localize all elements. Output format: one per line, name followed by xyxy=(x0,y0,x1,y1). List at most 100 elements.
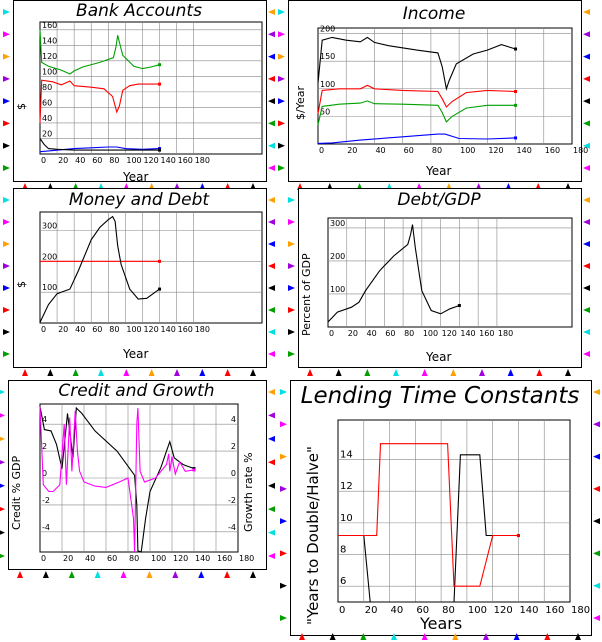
edge-marker xyxy=(3,98,10,105)
edge-marker xyxy=(278,75,285,82)
x-tick-label: 0 xyxy=(319,146,324,155)
x-tick-label: 80 xyxy=(432,146,442,155)
edge-marker xyxy=(391,633,397,640)
edge-marker xyxy=(452,633,459,640)
edge-marker xyxy=(364,369,371,376)
edge-marker xyxy=(148,369,155,376)
money-title: Money and Debt xyxy=(68,190,210,210)
x-tick-label: 180 xyxy=(239,554,254,563)
y-tick-label: 40 xyxy=(42,114,52,123)
y-tick-label: 150 xyxy=(320,52,335,61)
x-tick-label: 100 xyxy=(423,329,438,338)
series-end-marker xyxy=(514,103,518,107)
edge-marker xyxy=(3,75,10,82)
series-end-marker xyxy=(514,90,518,94)
x-tick-label: 100 xyxy=(468,605,487,616)
bank-xlabel: Year xyxy=(123,170,149,184)
series-end-marker xyxy=(457,304,461,308)
edge-marker xyxy=(268,31,275,38)
edge-marker xyxy=(0,483,5,488)
edge-marker xyxy=(268,553,275,559)
edge-marker xyxy=(0,436,5,441)
plot-area xyxy=(39,21,263,155)
edge-marker xyxy=(199,369,206,376)
bank-chart: 0 20 40 60 80 100 120 140 160 1802040608010012014… xyxy=(39,21,263,165)
edge-marker xyxy=(450,369,457,376)
income-panel: Income 0 20 40 60 80 100 120 140 160 180 50 100 150 2… xyxy=(278,0,602,190)
x-tick-label: 40 xyxy=(367,329,377,338)
edge-marker xyxy=(593,485,600,492)
edge-marker xyxy=(3,329,10,335)
edge-marker xyxy=(583,307,590,313)
edge-marker xyxy=(0,553,5,559)
series-line-blue xyxy=(39,146,160,153)
edge-marker xyxy=(268,197,275,203)
income-markers xyxy=(278,9,590,190)
edge-marker xyxy=(250,369,256,376)
edge-marker xyxy=(583,219,590,225)
edge-marker xyxy=(268,435,275,442)
edge-marker xyxy=(280,518,287,525)
x-tick-label: 40 xyxy=(75,325,85,334)
x-tick-label: 120 xyxy=(143,325,158,334)
x-tick-label: 120 xyxy=(143,156,158,165)
edge-marker xyxy=(280,485,287,492)
edge-marker xyxy=(268,307,275,313)
bank-panel: Bank Accounts 0 20 40 60 80 100 120 140 160 180 20… xyxy=(2,0,275,190)
x-tick-label: 80 xyxy=(129,554,139,563)
y2-tick-label: -2 xyxy=(228,496,236,505)
edge-marker xyxy=(268,241,275,247)
series-end-marker xyxy=(514,47,518,51)
edge-marker xyxy=(268,412,275,419)
x-tick-label: 80 xyxy=(404,329,414,338)
lending-chart: 0 20 40 60 80 100 120 140 160 180 6 8 10 12 14 xyxy=(337,419,590,616)
edge-marker xyxy=(583,31,590,38)
x-tick-label: 80 xyxy=(109,325,119,334)
edge-marker xyxy=(3,142,10,149)
x-tick-label: 20 xyxy=(63,554,73,563)
series-line-black xyxy=(317,36,516,91)
edge-marker xyxy=(575,633,581,640)
series-line-red xyxy=(338,443,519,587)
y-tick-label: 160 xyxy=(42,21,57,30)
x-tick-label: 60 xyxy=(92,156,102,165)
edge-marker xyxy=(421,633,428,640)
x-tick-label: 0 xyxy=(41,554,46,563)
series-line-black xyxy=(338,454,519,603)
x-tick-label: 100 xyxy=(151,554,166,563)
edge-marker xyxy=(3,219,10,225)
x-tick-label: 40 xyxy=(391,605,404,616)
x-tick-label: 80 xyxy=(109,156,119,165)
edge-marker xyxy=(280,615,287,621)
edge-marker xyxy=(593,615,600,621)
y-tick-label: 6 xyxy=(340,576,346,587)
edge-marker xyxy=(299,633,305,640)
x-tick-label: 20 xyxy=(347,146,357,155)
edge-marker xyxy=(583,142,590,149)
edge-marker xyxy=(172,571,179,578)
edge-marker xyxy=(3,120,10,127)
edge-marker xyxy=(278,120,285,127)
series-end-marker xyxy=(158,63,162,67)
edge-marker xyxy=(288,219,295,225)
y2-tick-label: 4 xyxy=(231,415,236,424)
edge-marker xyxy=(268,142,275,149)
y-tick-label: 80 xyxy=(42,83,52,92)
edge-marker xyxy=(120,571,127,578)
y-tick-label: -4 xyxy=(42,523,50,532)
plot-area xyxy=(337,419,571,603)
x-tick-label: 20 xyxy=(365,605,378,616)
series-end-marker xyxy=(158,82,162,86)
x-tick-label: 140 xyxy=(161,325,176,334)
y-tick-label: 100 xyxy=(320,80,335,89)
money-panel: Money and Debt 0 20 40 60 80 100 120 140 160 180 1… xyxy=(2,188,275,376)
gridlines xyxy=(338,420,570,602)
x-tick-label: 60 xyxy=(385,329,395,338)
edge-marker xyxy=(583,197,590,203)
debtgdp-xlabel: Year xyxy=(426,350,452,364)
edge-marker xyxy=(583,241,590,247)
y-tick-label: -2 xyxy=(42,496,50,505)
x-tick-label: 40 xyxy=(375,146,385,155)
edge-marker xyxy=(268,75,275,82)
y-tick-label: 10 xyxy=(340,513,353,524)
